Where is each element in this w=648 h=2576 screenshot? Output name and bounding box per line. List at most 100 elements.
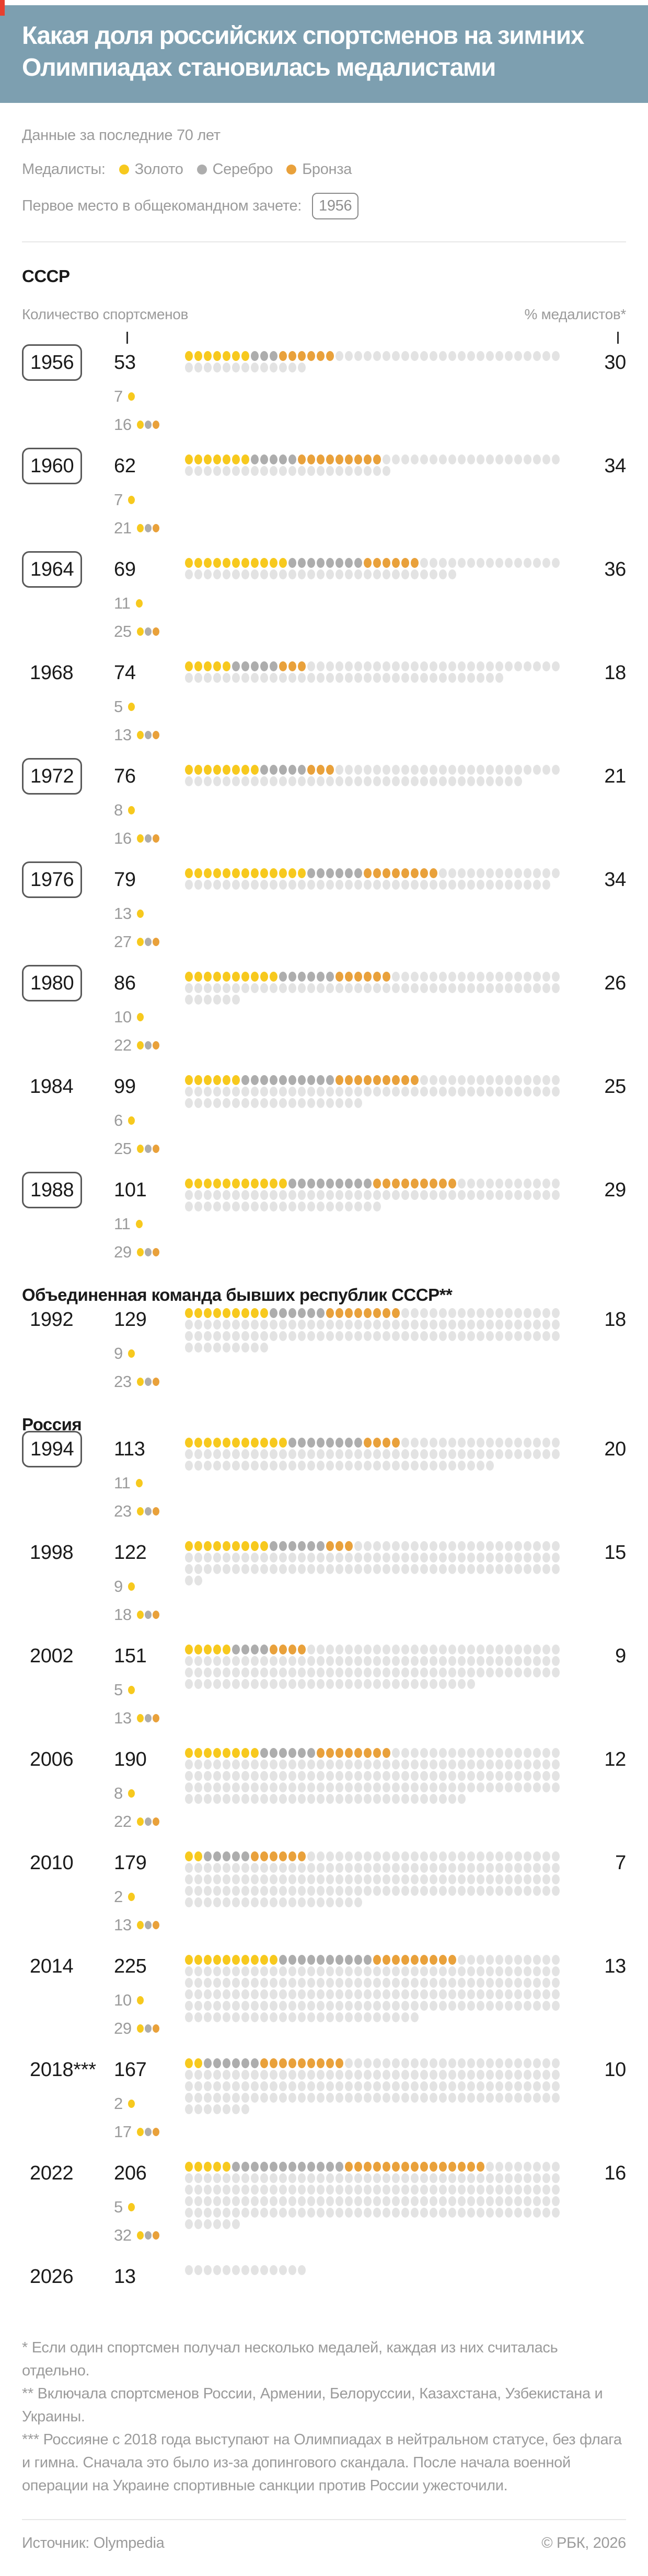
athlete-dot: [505, 1331, 513, 1341]
athlete-dot: [213, 465, 221, 476]
year-row: 2018*** 167 2 17 10: [22, 2058, 626, 2141]
athlete-dot: [420, 557, 428, 568]
athlete-dot: [373, 2161, 381, 2172]
athlete-dot: [185, 868, 193, 878]
athlete-dot: [430, 971, 437, 982]
gold-dot-icon: [136, 1377, 144, 1386]
athlete-dot: [495, 971, 503, 982]
athlete-dot: [533, 1331, 541, 1341]
athlete-dot: [524, 2069, 531, 2080]
athlete-dot: [448, 868, 456, 878]
athlete-dot: [213, 994, 221, 1005]
dot-row: [185, 1885, 587, 1896]
silver-dot-icon: [144, 1144, 152, 1153]
athlete-dot: [552, 1552, 560, 1563]
athlete-dot: [448, 1190, 456, 1200]
athlete-dot: [430, 983, 437, 993]
athlete-dot: [194, 764, 202, 775]
athlete-dot: [185, 2161, 193, 2172]
athlete-dot: [194, 661, 202, 671]
athlete-dot: [232, 2012, 240, 2022]
athlete-dot: [373, 1747, 381, 1758]
athlete-dot: [448, 1954, 456, 1965]
athlete-dot: [326, 351, 334, 361]
athlete-dot: [288, 1460, 296, 1471]
athlete-dot: [495, 351, 503, 361]
gold-count: 11: [114, 593, 131, 612]
athlete-dot: [279, 2092, 287, 2103]
bronze-dot-icon: [152, 1041, 159, 1050]
athlete-dot: [364, 465, 372, 476]
athlete-dot: [232, 994, 240, 1005]
athlete-dot: [279, 1098, 287, 1108]
athlete-dot: [552, 1989, 560, 1999]
athlete-dot: [204, 994, 212, 1005]
athlete-dot: [467, 1644, 475, 1654]
dot-row: [185, 1460, 587, 1471]
dot-row: [185, 1575, 587, 1586]
athlete-dot: [185, 2081, 193, 2091]
athlete-dot: [354, 868, 362, 878]
athlete-dot: [335, 1308, 343, 1318]
gold-mini-dots: [136, 1012, 144, 1021]
athlete-dot: [354, 2012, 362, 2022]
athlete-dot: [524, 351, 531, 361]
athlete-dot: [307, 1793, 315, 1804]
athlete-dot: [514, 1874, 522, 1884]
athlete-dot: [392, 1679, 400, 1689]
athlete-dot: [185, 1954, 193, 1965]
athlete-dot: [241, 1075, 249, 1085]
athlete-dot: [411, 1319, 419, 1330]
athlete-dot: [317, 2069, 325, 2080]
athlete-dot: [373, 1679, 381, 1689]
athlete-dot: [542, 1075, 550, 1085]
athlete-dot: [326, 2081, 334, 2091]
athlete-dot: [486, 1747, 494, 1758]
athlete-dot: [533, 2173, 541, 2183]
athlete-dot: [260, 2081, 268, 2091]
athlete-dot: [204, 1319, 212, 1330]
athlete-dot: [279, 1885, 287, 1896]
athlete-dot: [194, 1862, 202, 1873]
athlete-dot: [364, 879, 372, 890]
athlete-dot: [270, 1977, 277, 1988]
dot-matrix: [185, 557, 587, 581]
athlete-dot: [373, 1874, 381, 1884]
athlete-dot: [411, 1449, 419, 1459]
athlete-dot: [373, 557, 381, 568]
athlete-dot: [354, 1770, 362, 1781]
athlete-dot: [204, 1201, 212, 1211]
dot-matrix: [185, 1954, 587, 2024]
athlete-dot: [260, 1460, 268, 1471]
athlete-dot: [298, 1966, 306, 1976]
athlete-dot: [448, 1977, 456, 1988]
athlete-dot: [251, 1308, 259, 1318]
athlete-dot: [411, 1977, 419, 1988]
athlete-dot: [194, 2000, 202, 2011]
athlete-dot: [251, 1552, 259, 1563]
athlete-dot: [223, 1862, 230, 1873]
athlete-dot: [477, 2196, 484, 2206]
athlete-dot: [298, 983, 306, 993]
athlete-dot: [260, 557, 268, 568]
athlete-dot: [420, 2196, 428, 2206]
athlete-dot: [345, 1989, 353, 1999]
athlete-dot: [279, 2069, 287, 2080]
athlete-dot: [505, 2081, 513, 2091]
athlete-dot: [401, 1437, 409, 1448]
counts-cell: 69 11 25: [114, 558, 185, 640]
athlete-dot: [524, 868, 531, 878]
athlete-dot: [401, 1460, 409, 1471]
athlete-dot: [364, 2196, 372, 2206]
athlete-dot: [345, 1564, 353, 1574]
gold-mini-dots: [135, 1219, 143, 1228]
athlete-dot: [420, 971, 428, 982]
athlete-dot: [533, 2092, 541, 2103]
gold-count: 5: [114, 1680, 123, 1699]
athlete-dot: [213, 2184, 221, 2195]
athlete-dot: [317, 1679, 325, 1689]
athlete-dot: [439, 2058, 447, 2068]
athlete-dot: [307, 2092, 315, 2103]
athlete-dot: [383, 1679, 390, 1689]
athlete-dot: [401, 557, 409, 568]
